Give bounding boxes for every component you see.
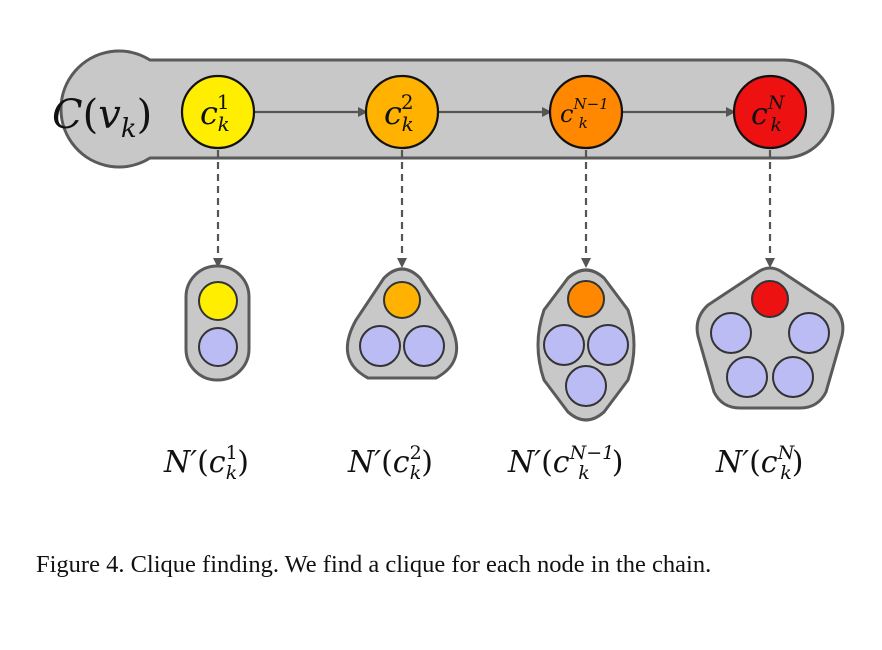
chain-node-circle [732,74,808,150]
clique-center-node [751,280,789,318]
clique-center-node [383,281,421,319]
clique-2 [346,267,458,380]
chain-node-circle [180,74,256,150]
clique-label-1: N′(c1 k) [163,442,249,484]
clique-label-2: N′(c2 k) [347,442,433,484]
chain-node-cN: cN k [732,74,808,150]
neighbor-node [726,356,768,398]
neighbor-node [565,365,607,407]
clique-3 [536,268,636,422]
clique-label-4: N′(cN k) [715,442,803,484]
neighbor-node [198,327,238,367]
clique-container [536,268,636,422]
neighbor-node [403,325,445,367]
clique-center-node [567,280,605,318]
figure-caption: Figure 4. Clique finding. We find a cliq… [36,551,712,578]
chain-node-c1: c1 k [180,74,256,150]
neighbor-node [772,356,814,398]
clique-arrows [213,150,775,268]
clique-diagram: C(vk) c1 k c2 k cN−1 k cN k [52,49,845,484]
chain-node-circle [548,74,624,150]
chain-label: C(vk) [52,92,152,144]
neighbor-node [788,312,830,354]
neighbor-node [710,312,752,354]
clique-label-3: N′(cN−1 k) [507,442,623,484]
neighbor-node [359,325,401,367]
neighbor-node [543,324,585,366]
chain-node-cN1: cN−1 k [548,74,624,150]
chain-node-c2: c2 k [364,74,440,150]
neighbor-node [587,324,629,366]
clique-1 [184,264,251,382]
clique-4 [695,266,845,410]
chain-node-label: c2 k [384,90,414,136]
chain-node-label: cN k [751,92,786,136]
chain-node-label: cN−1 k [560,95,609,132]
chain-node-label: c1 k [200,90,230,136]
chain-node-circle [364,74,440,150]
clique-center-node [198,281,238,321]
chain-container [59,49,835,169]
